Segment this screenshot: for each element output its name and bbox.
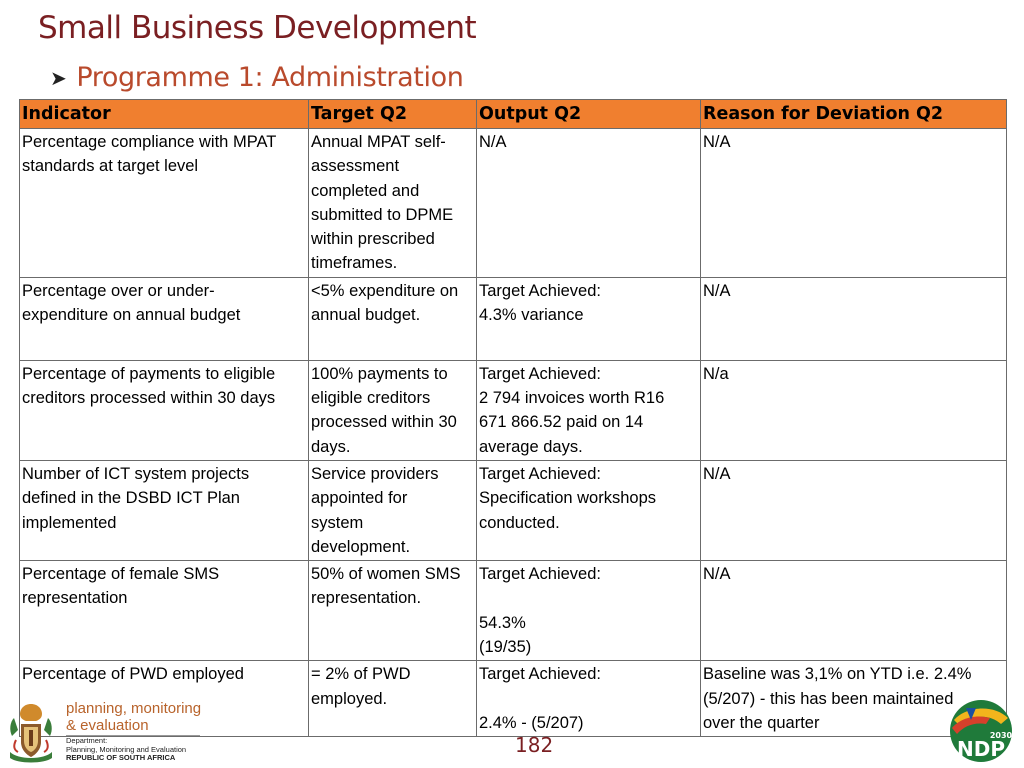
- table-row: Percentage over or under- expenditure on…: [19, 276, 1007, 361]
- cell-output: N/A: [476, 128, 701, 278]
- cell-indicator: Percentage of female SMS representation: [19, 560, 309, 662]
- header-output-q2: Output Q2: [476, 99, 701, 129]
- pme-wordmark: planning, monitoring & evaluation: [66, 700, 201, 734]
- dpme-logo: planning, monitoring & evaluation Depart…: [4, 700, 214, 766]
- cell-target: 100% payments to eligible creditors proc…: [308, 359, 477, 461]
- header-reason-deviation-q2: Reason for Deviation Q2: [700, 99, 1007, 129]
- cell-target: <5% expenditure on annual budget.: [308, 276, 477, 361]
- cell-output: Target Achieved: 2 794 invoices worth R1…: [476, 359, 701, 461]
- cell-indicator: Percentage over or under- expenditure on…: [19, 276, 309, 361]
- cell-target: 50% of women SMS representation.: [308, 560, 477, 662]
- slide-title: Small Business Development: [38, 10, 477, 46]
- table-row: Percentage of payments to eligible credi…: [19, 359, 1007, 461]
- header-indicator: Indicator: [19, 99, 309, 129]
- table-header-row: Indicator Target Q2 Output Q2 Reason for…: [19, 99, 1007, 129]
- cell-output: Target Achieved: 2.4% - (5/207): [476, 660, 701, 738]
- pme-line2: & evaluation: [66, 717, 149, 734]
- arrow-bullet-icon: ➤: [50, 65, 67, 90]
- cell-indicator: Percentage of PWD employed: [19, 660, 309, 738]
- indicators-table: Indicator Target Q2 Output Q2 Reason for…: [19, 99, 1007, 738]
- cell-reason: N/a: [700, 359, 1007, 461]
- header-target-q2: Target Q2: [308, 99, 477, 129]
- table-row: Percentage compliance with MPAT standard…: [19, 128, 1007, 278]
- programme-subtitle-text: Programme 1: Administration: [76, 62, 464, 93]
- cell-reason: N/A: [700, 276, 1007, 361]
- dept-line3: REPUBLIC OF SOUTH AFRICA: [66, 753, 176, 762]
- cell-indicator: Number of ICT system projects defined in…: [19, 459, 309, 562]
- table-row: Percentage of female SMS representation …: [19, 560, 1007, 662]
- cell-output: Target Achieved: 54.3% (19/35): [476, 560, 701, 662]
- cell-target: Service providers appointed for system d…: [308, 459, 477, 562]
- table-row: Number of ICT system projects defined in…: [19, 459, 1007, 562]
- page-number: 182: [515, 733, 554, 757]
- ndp-text: NDP: [957, 737, 1005, 761]
- cell-reason: N/A: [700, 128, 1007, 278]
- cell-target: = 2% of PWD employed.: [308, 660, 477, 738]
- ndp-year: 2030: [990, 731, 1013, 740]
- divider: [66, 735, 200, 736]
- sa-coat-of-arms-icon: [10, 704, 52, 763]
- programme-subtitle: ➤ Programme 1: Administration: [50, 62, 464, 93]
- cell-target: Annual MPAT self- assessment completed a…: [308, 128, 477, 278]
- cell-output: Target Achieved: Specification workshops…: [476, 459, 701, 562]
- dept-line2: Planning, Monitoring and Evaluation: [66, 744, 187, 754]
- cell-indicator: Percentage of payments to eligible credi…: [19, 359, 309, 461]
- department-text: Department: Planning, Monitoring and Eva…: [66, 736, 187, 763]
- pme-line1: planning, monitoring: [66, 700, 202, 717]
- cell-reason: N/A: [700, 560, 1007, 662]
- dept-line1: Department:: [66, 736, 108, 745]
- ndp-2030-logo-icon: NDP 2030: [950, 700, 1013, 762]
- cell-reason: N/A: [700, 459, 1007, 562]
- cell-indicator: Percentage compliance with MPAT standard…: [19, 128, 309, 278]
- cell-output: Target Achieved: 4.3% variance: [476, 276, 701, 361]
